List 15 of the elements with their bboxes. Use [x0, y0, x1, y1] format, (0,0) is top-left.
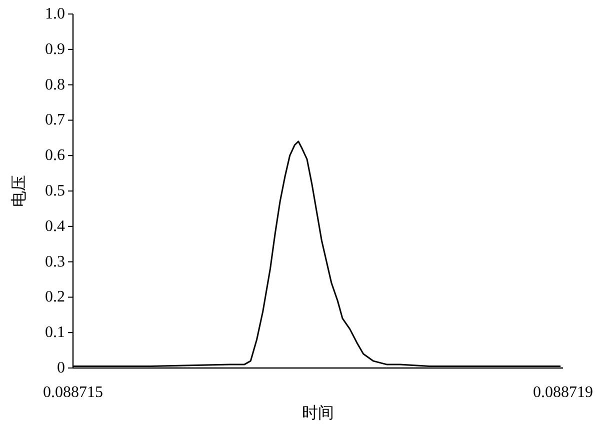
x-tick-label: 0.088719 — [533, 384, 593, 401]
y-tick-label: 1.0 — [45, 6, 65, 22]
y-tick-label: 0.9 — [45, 40, 65, 58]
y-axis-title: 电压 — [10, 175, 28, 207]
y-tick-label: 0.4 — [45, 218, 65, 235]
y-tick-label: 0.8 — [45, 76, 65, 94]
y-tick-label: 0.6 — [45, 147, 65, 164]
y-tick-label: 0.1 — [45, 324, 65, 342]
x-axis-title: 时间 — [302, 404, 334, 422]
y-tick-label: 0.3 — [45, 253, 65, 270]
y-tick-label: 0.7 — [45, 112, 65, 129]
x-tick-label: 0.088715 — [43, 384, 103, 401]
y-tick-label: 0.5 — [45, 182, 65, 200]
y-tick-label: 0.2 — [45, 288, 65, 306]
y-tick-label: 0 — [57, 360, 65, 376]
